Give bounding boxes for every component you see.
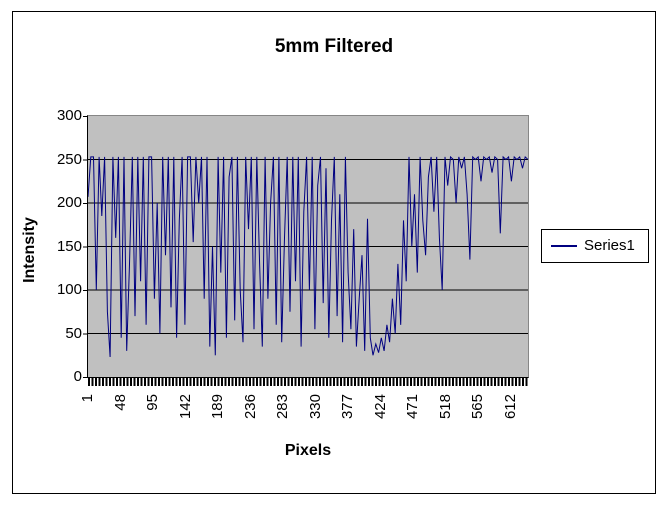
series1-legend-marker-line bbox=[551, 245, 577, 247]
chart-title: 5mm Filtered bbox=[274, 36, 394, 57]
x-axis-tick-marks bbox=[88, 378, 529, 386]
y-axis-tick-marks bbox=[83, 116, 88, 378]
legend: Series1 bbox=[541, 229, 649, 263]
plot-area bbox=[87, 115, 529, 378]
plot-svg bbox=[88, 155, 528, 358]
y-axis-title: Intensity bbox=[21, 217, 38, 283]
legend-series1-label: Series1 bbox=[584, 237, 635, 254]
x-axis-title: Pixels bbox=[284, 442, 332, 459]
series1-line bbox=[88, 155, 528, 358]
